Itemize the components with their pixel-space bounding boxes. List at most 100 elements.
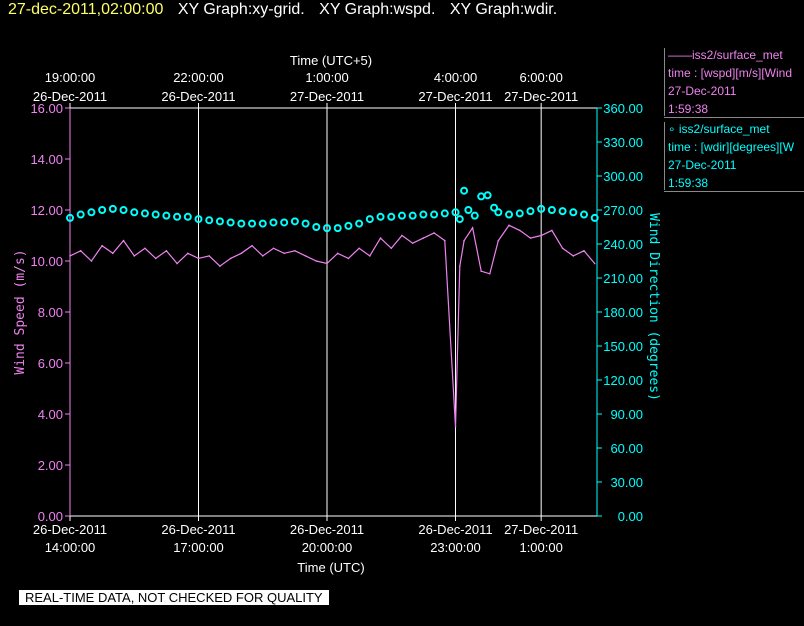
wind-speed-point-46 bbox=[540, 234, 542, 237]
bottom-tick-time-1: 17:00:00 bbox=[173, 540, 224, 555]
wind-speed-point-21 bbox=[294, 250, 296, 252]
wind-speed-point-50 bbox=[583, 250, 585, 252]
right-tick-label-12: 360.00 bbox=[603, 101, 643, 116]
legend-wdir-variable: time : [wdir][degrees][W bbox=[668, 140, 795, 154]
wind-speed-point-14 bbox=[219, 265, 221, 267]
left-tick-label-5: 10.00 bbox=[30, 254, 63, 269]
wind-speed-point-13 bbox=[208, 255, 211, 257]
top-tick-date-4: 27-Dec-2011 bbox=[504, 89, 578, 104]
right-tick-label-6: 180.00 bbox=[603, 305, 643, 320]
legend-entry-wspd[interactable]: ——iss2/surface_met time : [wspd][m/s][Wi… bbox=[664, 46, 804, 118]
wind-direction-point-41 bbox=[477, 192, 486, 201]
legend-entry-wdir[interactable]: ∘ iss2/surface_met time : [wdir][degrees… bbox=[664, 120, 804, 192]
bottom-tick-date-2: 26-Dec-2011 bbox=[290, 522, 364, 537]
wind-speed-point-17 bbox=[251, 244, 253, 247]
legend-wdir-time: 1:59:38 bbox=[668, 176, 709, 190]
wind-direction-point-16 bbox=[237, 219, 246, 228]
wind-speed-point-16 bbox=[240, 252, 243, 255]
wind-direction-point-43 bbox=[490, 203, 499, 212]
wind-speed-point-20 bbox=[283, 252, 285, 255]
wind-speed-point-30 bbox=[390, 247, 393, 250]
wind-speed-point-34 bbox=[433, 232, 435, 234]
wind-direction-point-48 bbox=[537, 204, 546, 213]
right-axis-label: Wind Direction (degrees) bbox=[646, 213, 661, 401]
wind-direction-point-21 bbox=[290, 217, 299, 226]
wind-speed-point-27 bbox=[358, 247, 360, 250]
wind-direction-point-30 bbox=[387, 212, 396, 221]
wind-speed-point-22 bbox=[304, 255, 307, 257]
wind-direction-point-46 bbox=[515, 209, 524, 218]
wind-direction-point-0 bbox=[66, 213, 74, 222]
wind-speed-point-15 bbox=[229, 257, 232, 260]
graph-header: 27-dec-2011,02:00:00 XY Graph:xy-grid. X… bbox=[8, 1, 567, 19]
top-axis-label: Time (UTC+5) bbox=[290, 53, 372, 68]
legend-wspd-date: 27-Dec-2011 bbox=[668, 84, 737, 98]
wind-speed-point-31 bbox=[401, 234, 403, 237]
wind-speed-point-8 bbox=[154, 257, 157, 260]
wind-direction-point-5 bbox=[119, 206, 128, 214]
wind-direction-point-8 bbox=[151, 210, 160, 219]
legend-wdir-name-row: ∘ iss2/surface_met bbox=[664, 120, 804, 138]
header-title-wspd: XY Graph:wspd. bbox=[319, 1, 436, 18]
top-tick-date-2: 27-Dec-2011 bbox=[290, 89, 364, 104]
wind-direction-point-38 bbox=[460, 186, 469, 195]
wind-speed-point-36 bbox=[454, 425, 457, 428]
top-tick-date-1: 26-Dec-2011 bbox=[161, 89, 235, 104]
right-tick-label-7: 210.00 bbox=[603, 271, 643, 286]
legend-wspd-name: iss2/surface_met bbox=[692, 48, 783, 62]
wind-speed-point-28 bbox=[369, 255, 371, 257]
wind-speed-point-18 bbox=[261, 255, 264, 257]
wind-speed-point-4 bbox=[112, 252, 114, 255]
wind-speed-point-23 bbox=[315, 260, 318, 262]
wind-speed-point-1 bbox=[79, 250, 82, 252]
wind-direction-point-37 bbox=[455, 215, 464, 224]
wind-direction-point-39 bbox=[464, 206, 473, 214]
wind-speed-point-24 bbox=[326, 262, 328, 265]
top-tick-date-3: 27-Dec-2011 bbox=[418, 89, 492, 104]
legend-wdir-date: 27-Dec-2011 bbox=[668, 158, 737, 172]
wind-speed-point-7 bbox=[144, 247, 146, 250]
wind-direction-point-36 bbox=[451, 208, 460, 217]
wind-speed-point-43 bbox=[508, 224, 510, 227]
left-axis-label: Wind Speed (m/s) bbox=[13, 249, 28, 374]
wind-speed-point-9 bbox=[165, 250, 168, 252]
wind-speed-point-37 bbox=[458, 265, 461, 267]
right-tick-label-3: 90.00 bbox=[610, 407, 643, 422]
left-tick-label-4: 8.00 bbox=[38, 305, 63, 320]
wind-direction-point-17 bbox=[248, 219, 257, 228]
left-tick-label-0: 0.00 bbox=[38, 509, 63, 524]
bottom-tick-date-3: 26-Dec-2011 bbox=[418, 522, 492, 537]
right-tick-label-0: 0.00 bbox=[618, 509, 643, 524]
wind-speed-point-25 bbox=[336, 252, 339, 255]
right-tick-label-10: 300.00 bbox=[603, 169, 643, 184]
wind-direction-point-28 bbox=[365, 215, 374, 224]
bottom-tick-time-0: 14:00:00 bbox=[45, 540, 96, 555]
wind-speed-point-0 bbox=[69, 255, 71, 257]
wind-direction-point-23 bbox=[312, 223, 321, 231]
wind-speed-point-32 bbox=[411, 242, 414, 244]
wind-direction-point-11 bbox=[183, 212, 192, 221]
wind-direction-point-31 bbox=[397, 211, 406, 220]
wind-direction-point-14 bbox=[215, 217, 224, 226]
wind-speed-point-51 bbox=[593, 262, 596, 265]
wind-direction-point-12 bbox=[194, 215, 203, 224]
wind-speed-point-6 bbox=[133, 255, 136, 257]
bottom-axis-label: Time (UTC) bbox=[297, 560, 364, 575]
wind-speed-point-3 bbox=[101, 244, 103, 247]
wind-speed-point-29 bbox=[379, 237, 382, 239]
wind-speed-point-45 bbox=[529, 237, 532, 239]
wind-direction-point-1 bbox=[76, 210, 85, 219]
wind-direction-point-26 bbox=[344, 221, 353, 230]
wind-direction-point-6 bbox=[130, 208, 139, 217]
wind-speed-point-49 bbox=[572, 255, 575, 257]
wind-direction-point-19 bbox=[269, 218, 278, 227]
right-tick-label-5: 150.00 bbox=[603, 339, 643, 354]
right-tick-label-11: 330.00 bbox=[603, 135, 643, 150]
wind-direction-point-40 bbox=[470, 211, 479, 220]
wind-speed-point-35 bbox=[443, 239, 446, 242]
bottom-tick-time-4: 1:00:00 bbox=[519, 540, 562, 555]
series-group bbox=[66, 186, 599, 428]
wind-speed-point-26 bbox=[347, 257, 350, 260]
wind-direction-point-25 bbox=[333, 224, 342, 233]
wind-speed-point-38 bbox=[463, 239, 465, 242]
